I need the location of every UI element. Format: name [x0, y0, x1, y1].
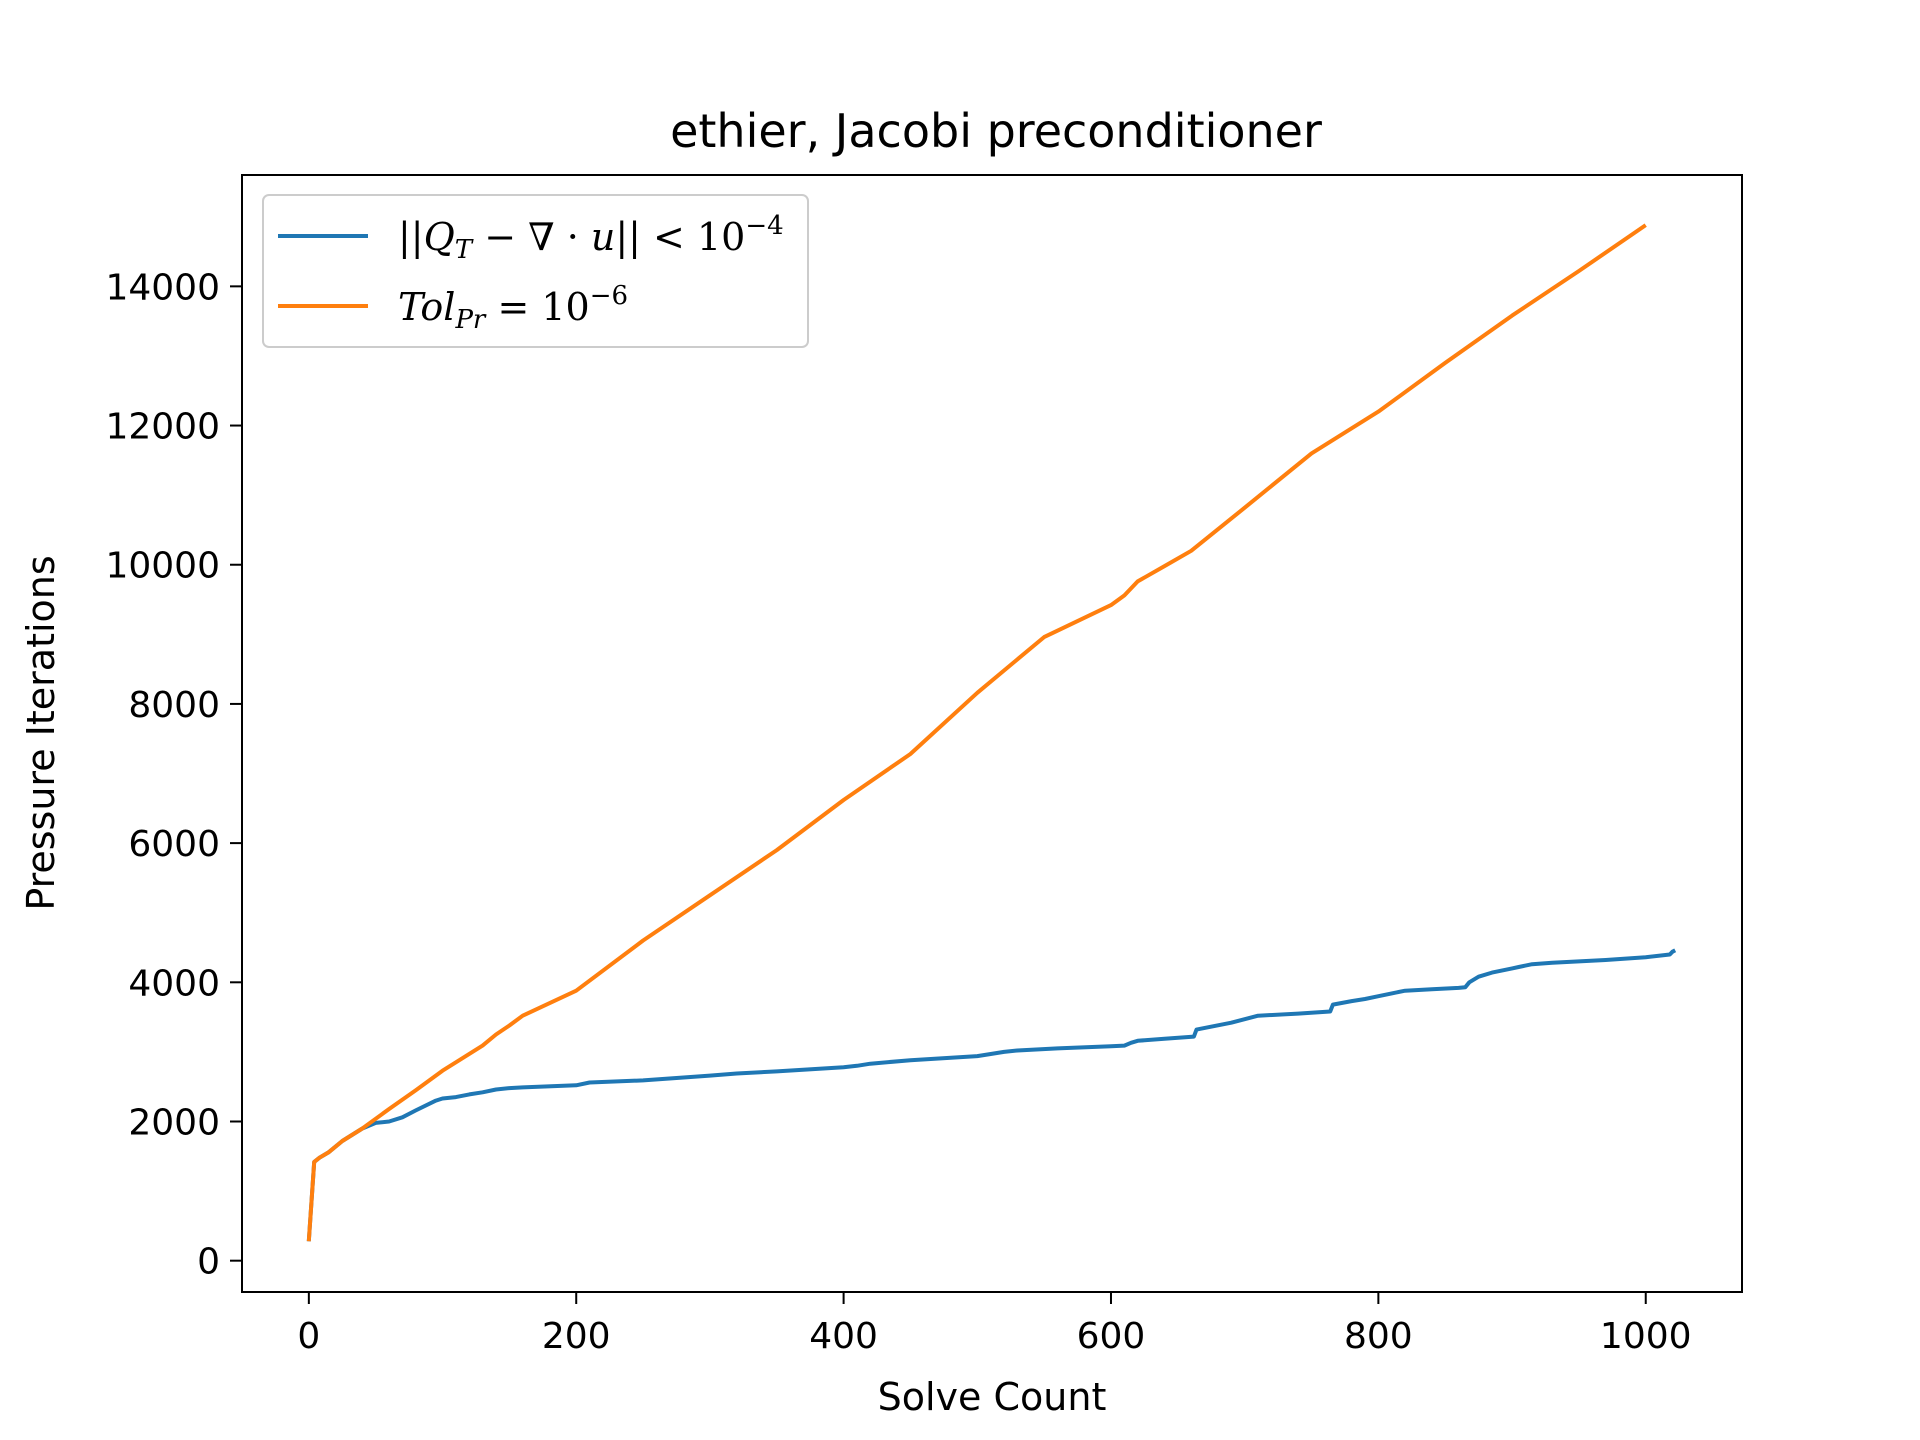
- y-axis: 0 2000 4000 6000 8000 10000 12000 14000: [105, 267, 242, 1283]
- legend: ||QT − ∇ · u|| < 10−4 TolPr = 10−6: [262, 194, 809, 348]
- y-tick-label: 12000: [105, 407, 220, 448]
- x-tick-label: 600: [1077, 1316, 1146, 1357]
- legend-label-series-1: TolPr = 10−6: [398, 281, 628, 335]
- y-axis-label: Pressure Iterations: [19, 555, 63, 910]
- x-axis: 0 200 400 600 800 1000: [297, 1292, 1692, 1357]
- series-line-1: [306, 223, 1647, 1242]
- y-tick-label: 4000: [128, 963, 220, 1004]
- x-tick-label: 0: [297, 1316, 320, 1357]
- plot-area-frame: [241, 174, 1743, 1293]
- legend-frame: [262, 194, 809, 348]
- y-tick-label: 14000: [105, 267, 220, 308]
- y-tick-label: 0: [197, 1242, 220, 1283]
- y-tick-label: 2000: [128, 1102, 220, 1143]
- x-axis-label: Solve Count: [878, 1375, 1107, 1419]
- legend-label-series-0: ||QT − ∇ · u|| < 10−4: [398, 211, 784, 265]
- series-line-0: [306, 948, 1677, 1242]
- x-tick-label: 1000: [1600, 1316, 1692, 1357]
- chart-title: ethier, Jacobi preconditioner: [670, 104, 1322, 158]
- series-layer: [306, 223, 1677, 1242]
- x-tick-label: 400: [809, 1316, 878, 1357]
- x-tick-label: 800: [1344, 1316, 1413, 1357]
- x-tick-label: 200: [542, 1316, 611, 1357]
- y-tick-label: 6000: [128, 824, 220, 865]
- y-tick-label: 8000: [128, 685, 220, 726]
- y-tick-label: 10000: [105, 546, 220, 587]
